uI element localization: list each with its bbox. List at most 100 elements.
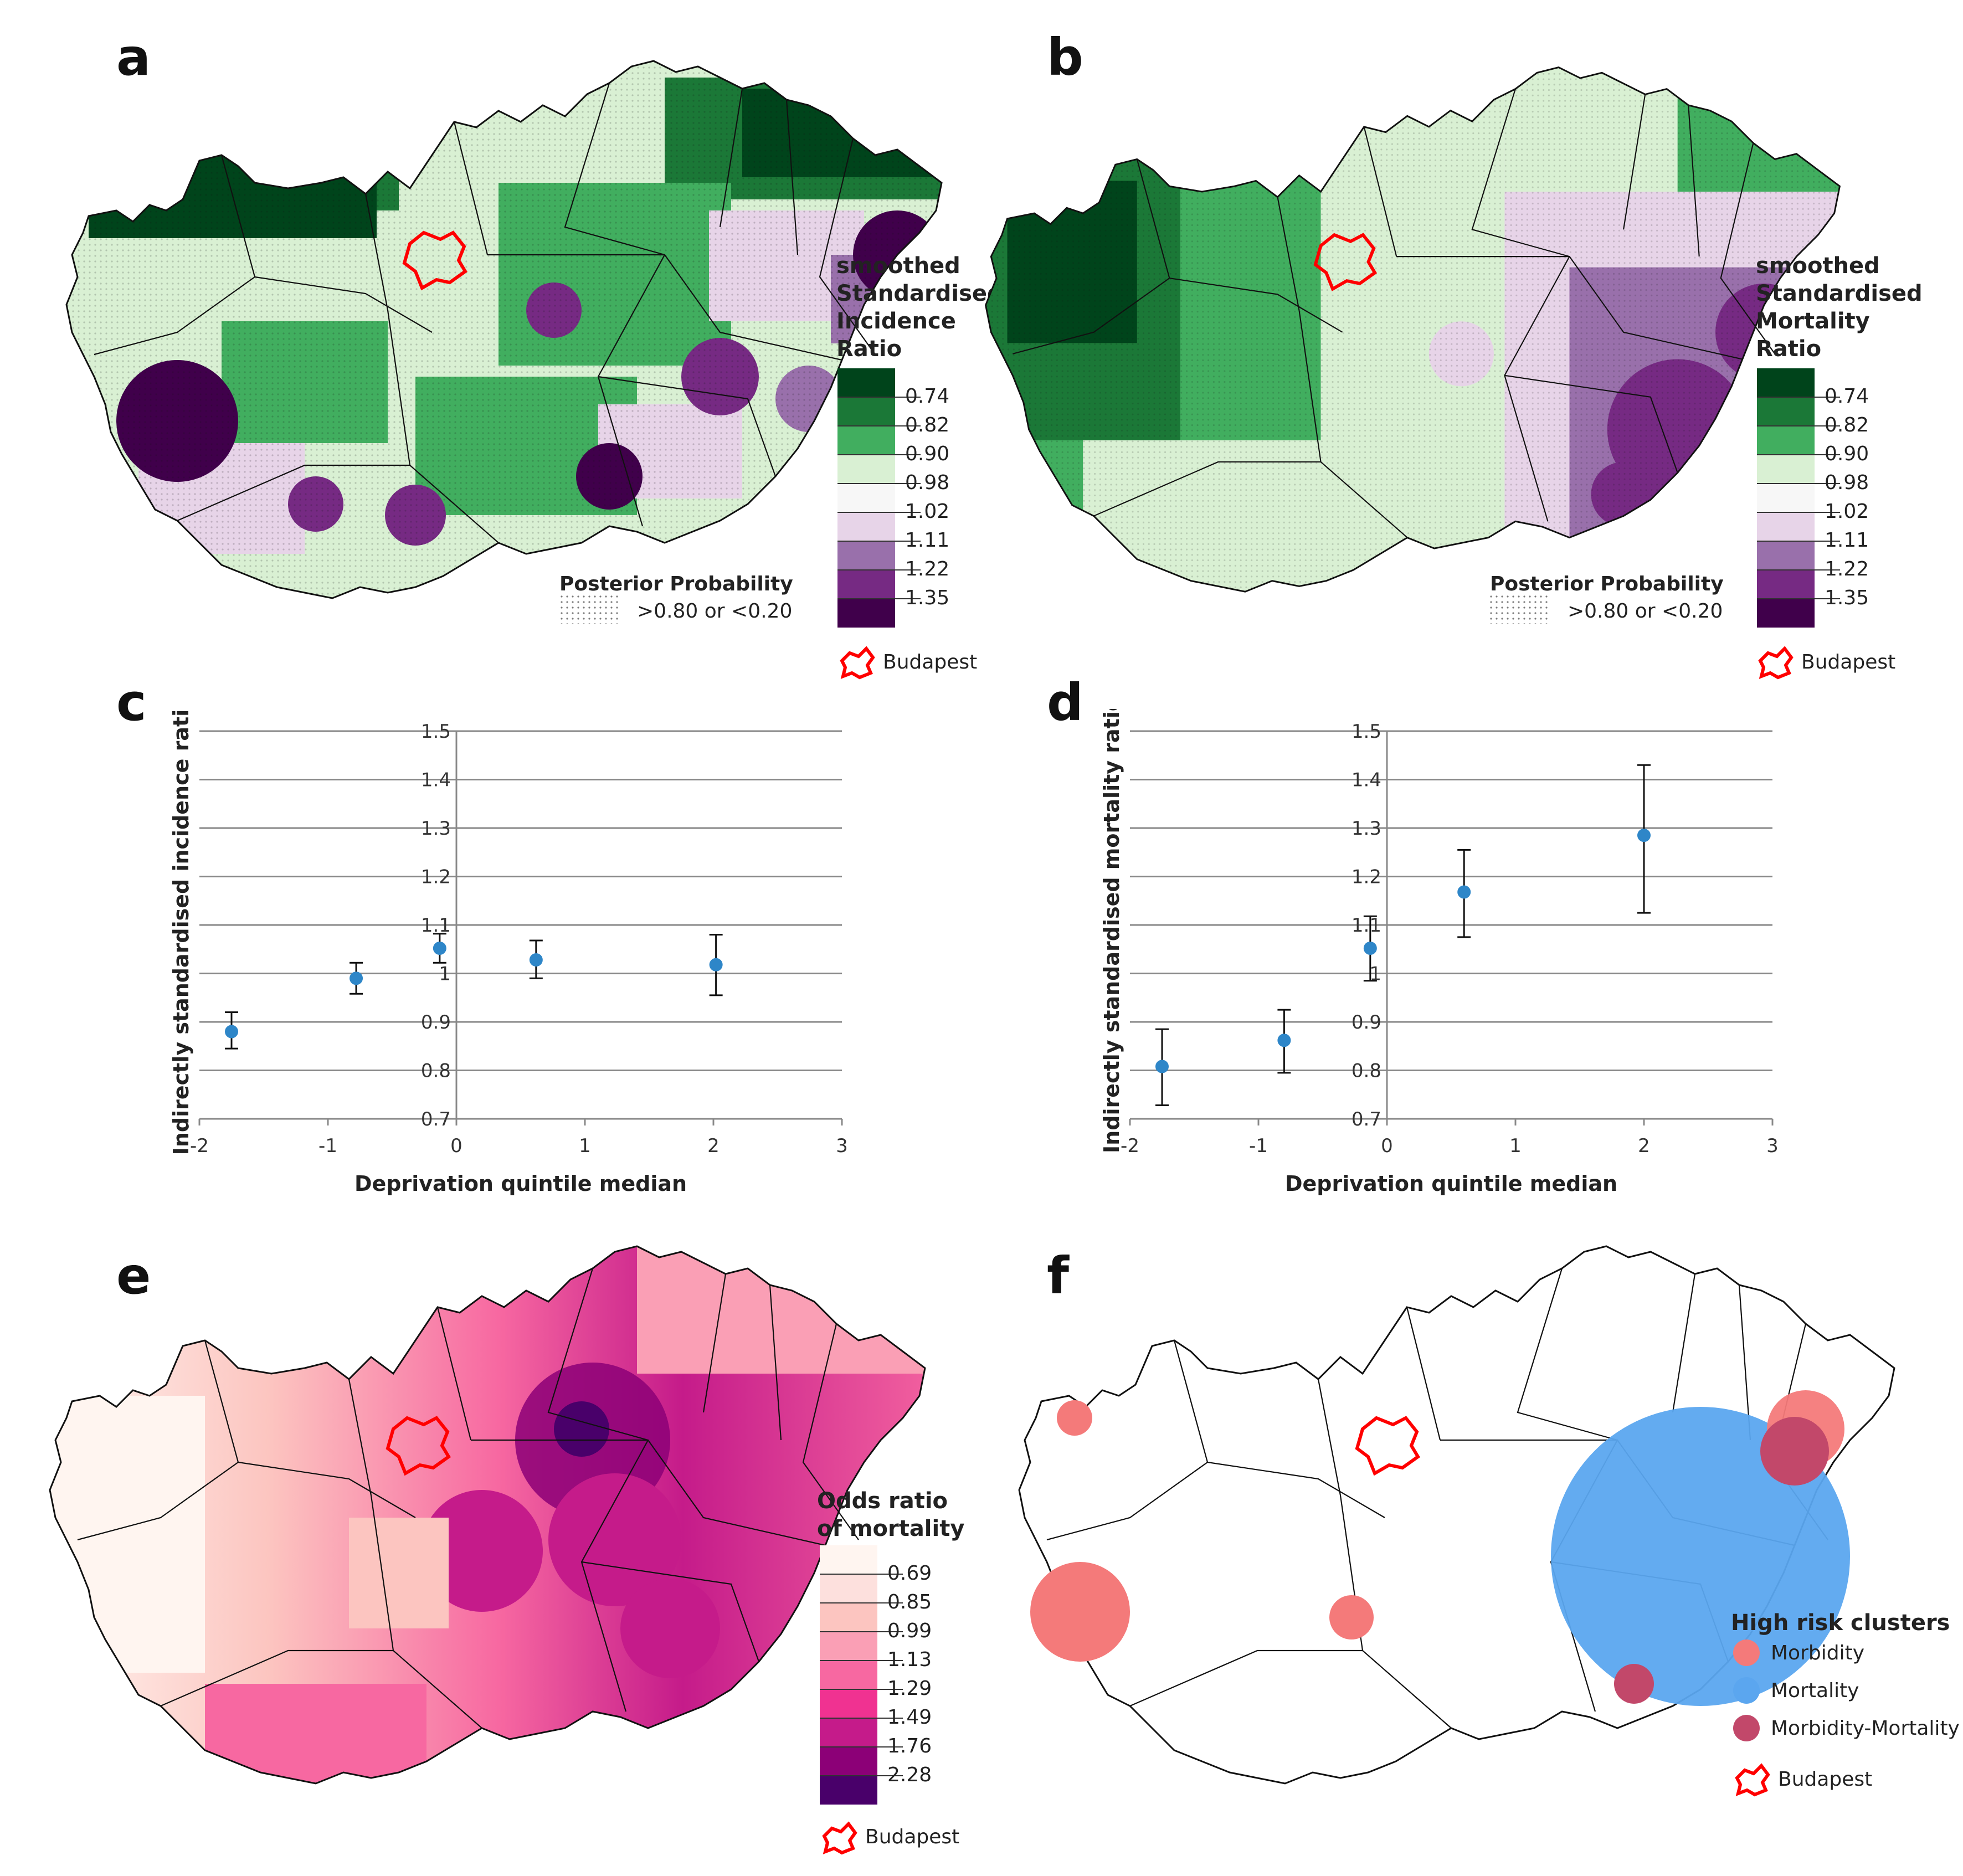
legend-swatch [1757, 512, 1815, 541]
cluster-map [1018, 1245, 1895, 1785]
legend-break-line [837, 512, 921, 513]
budapest-legend-icon [840, 646, 875, 680]
posterior-probability-legend-b: Posterior Probability [1490, 570, 1767, 598]
incidence-legend: smoothed Standardised Incidence Ratio [836, 252, 1003, 363]
posterior-probability-label: >0.80 or <0.20 [637, 600, 793, 623]
x-tick-label: 2 [1638, 1135, 1650, 1157]
legend-break-line [1757, 483, 1840, 484]
panel-b-label: b [1047, 28, 1083, 87]
y-axis-title: Indirectly standardised incidence ratio [169, 709, 193, 1155]
legend-title-line: Ratio [836, 336, 902, 362]
legend-break-line [1757, 397, 1840, 398]
posterior-probability-title: Posterior Probability [1490, 573, 1724, 595]
mortality-map [985, 66, 1841, 593]
data-point [529, 953, 543, 967]
legend-swatch [837, 484, 895, 512]
budapest-outline [386, 1416, 451, 1476]
legend-break-line [837, 483, 921, 484]
legend-swatch [820, 1747, 877, 1776]
legend-break-line [837, 454, 921, 455]
legend-title-line: Standardised [836, 281, 1003, 306]
cluster-legend-dot [1733, 1677, 1760, 1704]
legend-swatch [1757, 455, 1815, 484]
legend-swatch [837, 368, 895, 397]
legend-break-line [837, 397, 921, 398]
morbidity-cluster [1329, 1595, 1374, 1639]
legend-break-label: 1.11 [905, 529, 950, 552]
data-point [1277, 1034, 1291, 1047]
legend-break-label: 1.29 [887, 1677, 932, 1700]
legend-break-label: 1.76 [887, 1735, 932, 1757]
legend-break-line [1757, 541, 1840, 542]
legend-swatch [820, 1661, 877, 1689]
legend-title-line: Odds ratio [817, 1488, 948, 1514]
legend-title-line: of mortality [817, 1516, 965, 1541]
cluster-legend-label: Morbidity [1771, 1642, 1865, 1664]
data-point [1155, 1060, 1169, 1073]
panel-f-label: f [1047, 1246, 1070, 1306]
x-tick-label: 3 [1766, 1135, 1779, 1157]
odds-ratio-legend: Odds ratio of mortality [817, 1487, 983, 1543]
legend-swatch [837, 426, 895, 455]
budapest-legend-icon [822, 1821, 857, 1855]
legend-swatch [1757, 599, 1815, 628]
legend-break-label: 0.90 [905, 443, 950, 465]
legend-break-label: 1.22 [905, 558, 950, 580]
legend-break-label: 0.69 [887, 1562, 932, 1585]
legend-title-line: Incidence [836, 309, 956, 334]
legend-break-line [820, 1660, 903, 1661]
legend-break-label: 0.82 [905, 414, 950, 436]
legend-break-label: 0.90 [1825, 443, 1869, 465]
x-tick-label: 0 [1381, 1135, 1393, 1157]
budapest-legend-label: Budapest [1801, 651, 1896, 674]
y-tick-label: 0.9 [421, 1011, 451, 1034]
cluster-legend-dot [1733, 1639, 1760, 1666]
legend-break-line [1757, 598, 1840, 599]
y-tick-label: 0.9 [1352, 1011, 1381, 1034]
budapest-legend-icon [1735, 1763, 1770, 1797]
x-tick-label: 1 [1509, 1135, 1522, 1157]
x-tick-label: 3 [836, 1135, 848, 1157]
legend-swatch [820, 1603, 877, 1632]
panel-e-label: e [116, 1246, 151, 1306]
incidence-ratio-chart: 0.70.80.911.11.21.31.41.5-2 -1 0 1 2 3Depriva… [169, 709, 848, 1196]
posterior-probability-label: >0.80 or <0.20 [1568, 600, 1723, 623]
legend-break-line [837, 598, 921, 599]
legend-swatch [837, 512, 895, 541]
legend-title-line: smoothed [1756, 253, 1880, 279]
y-tick-label: 1 [439, 963, 451, 985]
legend-break-label: 0.85 [887, 1591, 932, 1613]
legend-swatch [820, 1574, 877, 1603]
legend-break-label: 1.11 [1825, 529, 1869, 552]
legend-swatch [837, 541, 895, 570]
x-axis-title: Deprivation quintile median [354, 1171, 687, 1196]
budapest-legend-label: Budapest [865, 1826, 960, 1848]
budapest-outline [1355, 1416, 1420, 1476]
legend-swatch [820, 1689, 877, 1718]
legend-swatch [837, 599, 895, 628]
legend-break-line [820, 1718, 903, 1719]
mortality-ratio-chart: 0.7 0.8 0.9 1 1.1 1.2 1.3 1.4 1.5 -2 -1 0 1 2 3 Depriva… [1099, 709, 1779, 1196]
odds-ratio-scale: 0.69 0.85 0.99 1.13 1.29 1.49 1.76 2.28 [820, 1545, 964, 1811]
x-tick-label: -2 [1121, 1135, 1139, 1157]
odds-ratio-map [49, 1245, 926, 1785]
y-tick-label: 0.8 [421, 1060, 451, 1082]
budapest-outline [402, 230, 467, 291]
incidence-scale: 0.74 0.82 0.90 0.98 1.02 1.11 1.22 1.35 [837, 368, 981, 634]
y-tick-label: 1 [1369, 963, 1381, 985]
legend-swatch [820, 1632, 877, 1661]
morbidity-cluster [1030, 1562, 1130, 1662]
legend-break-label: 1.02 [1825, 500, 1869, 523]
data-point [1637, 829, 1651, 842]
legend-swatch [1757, 570, 1815, 599]
legend-break-label: 1.02 [905, 500, 950, 523]
legend-title-line: Ratio [1756, 336, 1822, 362]
mortality-scale: 0.74 0.82 0.90 0.98 1.02 1.11 1.22 1.35 [1757, 368, 1901, 634]
legend-break-line [820, 1689, 903, 1690]
legend-break-label: 1.22 [1825, 558, 1869, 580]
legend-swatch [837, 397, 895, 426]
cluster-legend: High risk clusters [1731, 1609, 1963, 1637]
legend-break-line [820, 1574, 903, 1575]
y-tick-label: 1.5 [1352, 721, 1381, 743]
legend-break-label: 1.35 [905, 587, 950, 609]
